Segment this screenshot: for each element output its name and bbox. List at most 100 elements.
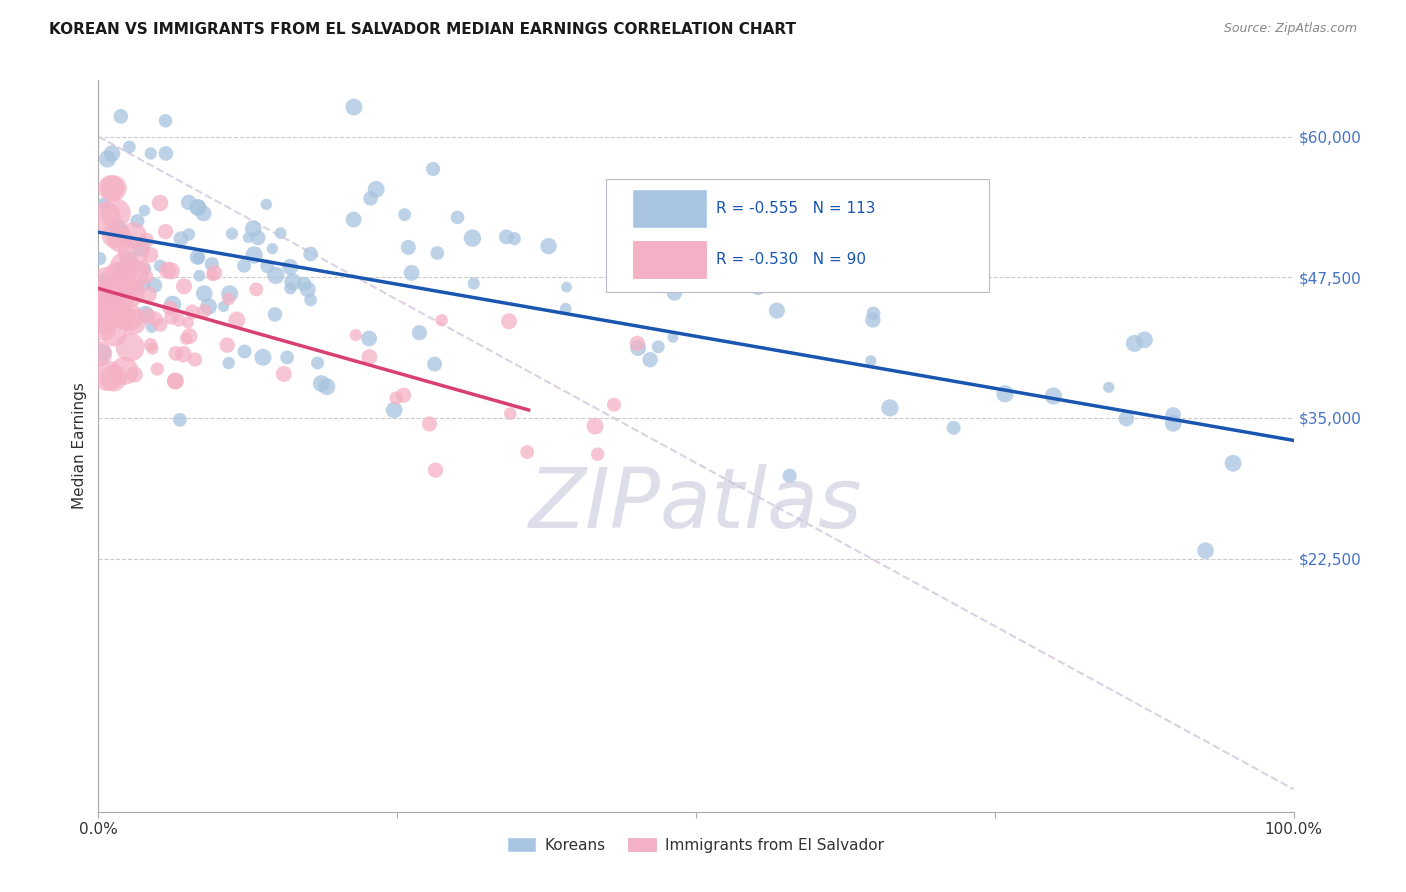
Point bbox=[1123, 336, 1146, 351]
Point bbox=[179, 329, 201, 343]
Point bbox=[396, 240, 419, 254]
Point bbox=[499, 407, 522, 421]
Point bbox=[89, 252, 111, 266]
Point bbox=[299, 247, 322, 261]
Point bbox=[193, 286, 215, 301]
Point bbox=[426, 246, 449, 260]
Point bbox=[124, 368, 146, 382]
Point bbox=[112, 310, 135, 325]
Point bbox=[134, 269, 156, 284]
Point bbox=[96, 368, 118, 383]
Point bbox=[217, 338, 239, 352]
Point bbox=[187, 201, 209, 215]
Point bbox=[162, 297, 184, 311]
Point bbox=[1115, 411, 1137, 425]
Point bbox=[174, 332, 197, 346]
Point bbox=[408, 326, 430, 340]
Point bbox=[98, 291, 121, 305]
Point bbox=[238, 230, 260, 244]
FancyBboxPatch shape bbox=[633, 190, 706, 227]
Point bbox=[177, 316, 200, 330]
Point bbox=[278, 281, 301, 295]
Point bbox=[1222, 456, 1244, 470]
Point bbox=[103, 371, 125, 385]
Point bbox=[149, 196, 172, 211]
Point bbox=[516, 445, 538, 459]
Point bbox=[359, 350, 381, 364]
Point bbox=[177, 227, 200, 242]
Point bbox=[252, 351, 274, 365]
Point bbox=[187, 201, 209, 215]
Point bbox=[111, 223, 134, 237]
Point bbox=[155, 113, 177, 128]
Point bbox=[149, 318, 172, 332]
Point bbox=[132, 277, 155, 292]
Point bbox=[212, 300, 235, 314]
Point bbox=[134, 203, 156, 218]
Point bbox=[419, 417, 441, 431]
Point bbox=[555, 280, 578, 294]
Point bbox=[117, 252, 139, 267]
Point bbox=[343, 212, 366, 227]
Point bbox=[93, 321, 115, 335]
Point bbox=[463, 277, 485, 291]
Point bbox=[96, 273, 118, 287]
Point bbox=[155, 146, 177, 161]
Point bbox=[120, 340, 142, 354]
Point bbox=[127, 214, 149, 228]
Point bbox=[107, 270, 129, 285]
Point bbox=[254, 197, 277, 211]
Point bbox=[647, 340, 669, 354]
Point bbox=[873, 273, 896, 287]
Point bbox=[187, 251, 209, 265]
Point bbox=[366, 182, 388, 196]
Point bbox=[862, 306, 884, 320]
Point bbox=[107, 219, 129, 234]
Point bbox=[638, 352, 661, 367]
Point bbox=[385, 391, 408, 405]
Point bbox=[315, 379, 337, 393]
Point bbox=[1042, 389, 1064, 403]
Point bbox=[537, 239, 560, 253]
Point bbox=[202, 266, 225, 280]
Point bbox=[425, 463, 447, 477]
Point bbox=[292, 277, 315, 291]
Point bbox=[103, 181, 125, 195]
Point bbox=[201, 268, 224, 282]
Point bbox=[461, 231, 484, 245]
Point bbox=[97, 297, 120, 311]
Point bbox=[120, 285, 142, 300]
Point bbox=[780, 243, 803, 257]
Point bbox=[779, 468, 801, 483]
Point bbox=[108, 232, 131, 246]
Point bbox=[392, 388, 415, 402]
Point bbox=[662, 330, 685, 344]
Point bbox=[103, 228, 125, 243]
Point bbox=[101, 146, 124, 161]
Point bbox=[664, 286, 686, 301]
Point bbox=[96, 301, 118, 315]
Point bbox=[243, 248, 266, 262]
Point bbox=[297, 282, 319, 296]
Point bbox=[149, 259, 172, 273]
Point bbox=[262, 242, 284, 256]
Point bbox=[307, 356, 329, 370]
Point bbox=[245, 282, 267, 296]
Point bbox=[122, 268, 145, 283]
Point bbox=[225, 313, 247, 327]
Point bbox=[197, 300, 219, 314]
Point bbox=[90, 292, 112, 306]
Point bbox=[603, 398, 626, 412]
Point bbox=[143, 278, 166, 293]
Point bbox=[111, 279, 134, 293]
Point bbox=[503, 232, 526, 246]
Text: R = -0.530   N = 90: R = -0.530 N = 90 bbox=[716, 252, 866, 267]
Point bbox=[96, 152, 118, 166]
Point bbox=[114, 260, 136, 274]
Point bbox=[138, 287, 160, 301]
Point bbox=[766, 303, 789, 318]
Point bbox=[132, 260, 155, 274]
Point bbox=[430, 313, 453, 327]
Point bbox=[311, 376, 333, 391]
Point bbox=[169, 413, 191, 427]
